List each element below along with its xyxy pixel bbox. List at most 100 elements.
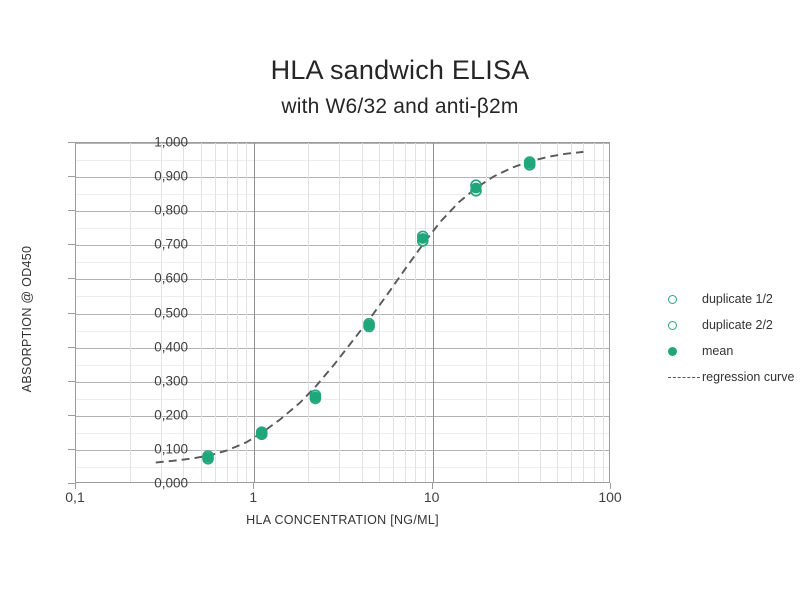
gridline-horizontal-minor <box>76 160 609 161</box>
gridline-vertical <box>254 143 256 482</box>
y-tick-mark <box>68 312 75 314</box>
x-tick-label: 0,1 <box>65 489 85 505</box>
gridline-horizontal-minor <box>76 466 609 468</box>
gridline-vertical-minor <box>405 143 406 482</box>
plot-area <box>75 142 610 483</box>
gridline-horizontal <box>76 415 609 417</box>
legend-label: regression curve <box>702 370 795 384</box>
y-tick-mark <box>68 244 75 246</box>
y-tick-label: 0,600 <box>154 270 188 286</box>
gridline-horizontal-minor <box>76 364 609 366</box>
legend-label: duplicate 2/2 <box>702 318 773 332</box>
y-tick-mark <box>68 483 75 484</box>
gridline-horizontal <box>76 347 609 349</box>
gridline-vertical-minor <box>593 143 595 482</box>
gridline-horizontal-minor <box>76 330 609 332</box>
y-tick-label: 0,700 <box>154 236 188 252</box>
chart-legend: duplicate 1/2 duplicate 2/2 mean regress… <box>668 286 798 390</box>
gridlines <box>76 143 609 482</box>
x-tick-mark <box>431 483 433 489</box>
gridline-horizontal <box>76 177 609 179</box>
y-axis-title: ABSORPTION @ OD450 <box>20 245 34 393</box>
y-tick-mark <box>68 210 75 212</box>
gridline-horizontal <box>76 313 609 315</box>
gridline-horizontal <box>76 449 609 451</box>
gridline-vertical-minor <box>571 143 573 482</box>
gridline-vertical-minor <box>200 143 202 482</box>
gridline-vertical-minor <box>183 143 185 482</box>
y-tick-mark <box>68 176 75 178</box>
gridline-horizontal <box>76 211 609 213</box>
y-tick-mark <box>68 346 75 348</box>
y-tick-label: 1,000 <box>154 134 188 150</box>
gridline-vertical-minor <box>393 143 395 482</box>
gridline-horizontal-minor <box>76 262 609 264</box>
gridline-horizontal-minor <box>76 398 609 400</box>
gridline-horizontal-minor <box>76 194 609 196</box>
y-tick-mark <box>68 278 75 280</box>
filled-circle-icon <box>668 346 702 356</box>
x-tick-mark <box>75 483 76 489</box>
gridline-vertical-minor <box>246 143 248 482</box>
legend-item-duplicate-1: duplicate 1/2 <box>668 286 798 312</box>
legend-label: mean <box>702 344 734 358</box>
y-tick-mark <box>68 448 75 450</box>
y-tick-label: 0,200 <box>154 407 188 423</box>
gridline-horizontal <box>76 245 609 247</box>
gridline-vertical-minor <box>379 143 380 482</box>
y-tick-label: 0,800 <box>154 202 188 218</box>
gridline-vertical-minor <box>415 143 417 482</box>
data-series-layer <box>155 150 584 465</box>
gridline-horizontal <box>76 279 609 281</box>
legend-item-duplicate-2: duplicate 2/2 <box>668 312 798 338</box>
gridline-horizontal-minor <box>76 228 609 230</box>
x-tick-mark <box>253 483 255 489</box>
gridline-vertical-minor <box>339 143 341 482</box>
y-tick-label: 0,500 <box>154 305 188 320</box>
gridline-vertical-minor <box>308 143 309 482</box>
gridline-vertical-minor <box>361 143 363 482</box>
data-point-mean <box>524 158 536 169</box>
legend-item-mean: mean <box>668 338 798 364</box>
data-point-mean <box>363 319 375 331</box>
gridline-vertical-minor <box>226 143 228 482</box>
legend-label: duplicate 1/2 <box>702 292 773 306</box>
gridline-vertical-minor <box>214 143 216 482</box>
gridline-vertical <box>432 143 434 482</box>
x-axis-title: HLA CONCENTRATION [NG/ML] <box>246 513 439 527</box>
chart-subtitle: with W6/32 and anti-β2m <box>281 95 519 118</box>
regression-curve <box>155 150 584 464</box>
x-tick-mark <box>610 483 611 489</box>
y-tick-label: 0,100 <box>154 441 188 457</box>
x-tick-label: 100 <box>598 489 622 505</box>
gridline-vertical-minor <box>557 143 559 482</box>
y-tick-label: 0,300 <box>154 373 188 389</box>
gridline-vertical-minor <box>486 143 488 482</box>
chart-title: HLA sandwich ELISA <box>270 55 530 85</box>
data-point-mean <box>470 182 482 194</box>
x-tick-label: 1 <box>249 489 258 505</box>
y-tick-mark <box>68 414 75 416</box>
gridline-horizontal <box>76 381 609 383</box>
gridline-horizontal-minor <box>76 432 609 434</box>
data-point-mean <box>202 452 214 463</box>
y-tick-mark <box>68 380 75 382</box>
gridline-vertical-minor <box>424 143 426 482</box>
y-tick-label: 0,900 <box>154 168 188 184</box>
y-tick-label: 0,000 <box>154 475 188 491</box>
data-point-mean <box>310 391 321 403</box>
gridline-vertical-minor <box>129 143 131 482</box>
legend-item-regression: regression curve <box>668 364 798 390</box>
gridline-horizontal-minor <box>76 296 609 298</box>
gridline-vertical-minor <box>237 143 239 482</box>
gridline-vertical-minor <box>583 143 585 482</box>
gridline-vertical-minor <box>602 143 604 482</box>
gridline-horizontal <box>76 143 609 144</box>
dashed-line-icon <box>668 376 702 378</box>
open-circle-icon <box>668 320 702 330</box>
data-point-mean <box>256 427 268 439</box>
open-circle-icon <box>668 294 702 304</box>
gridline-vertical-minor <box>540 143 541 482</box>
data-point-mean <box>417 233 429 244</box>
